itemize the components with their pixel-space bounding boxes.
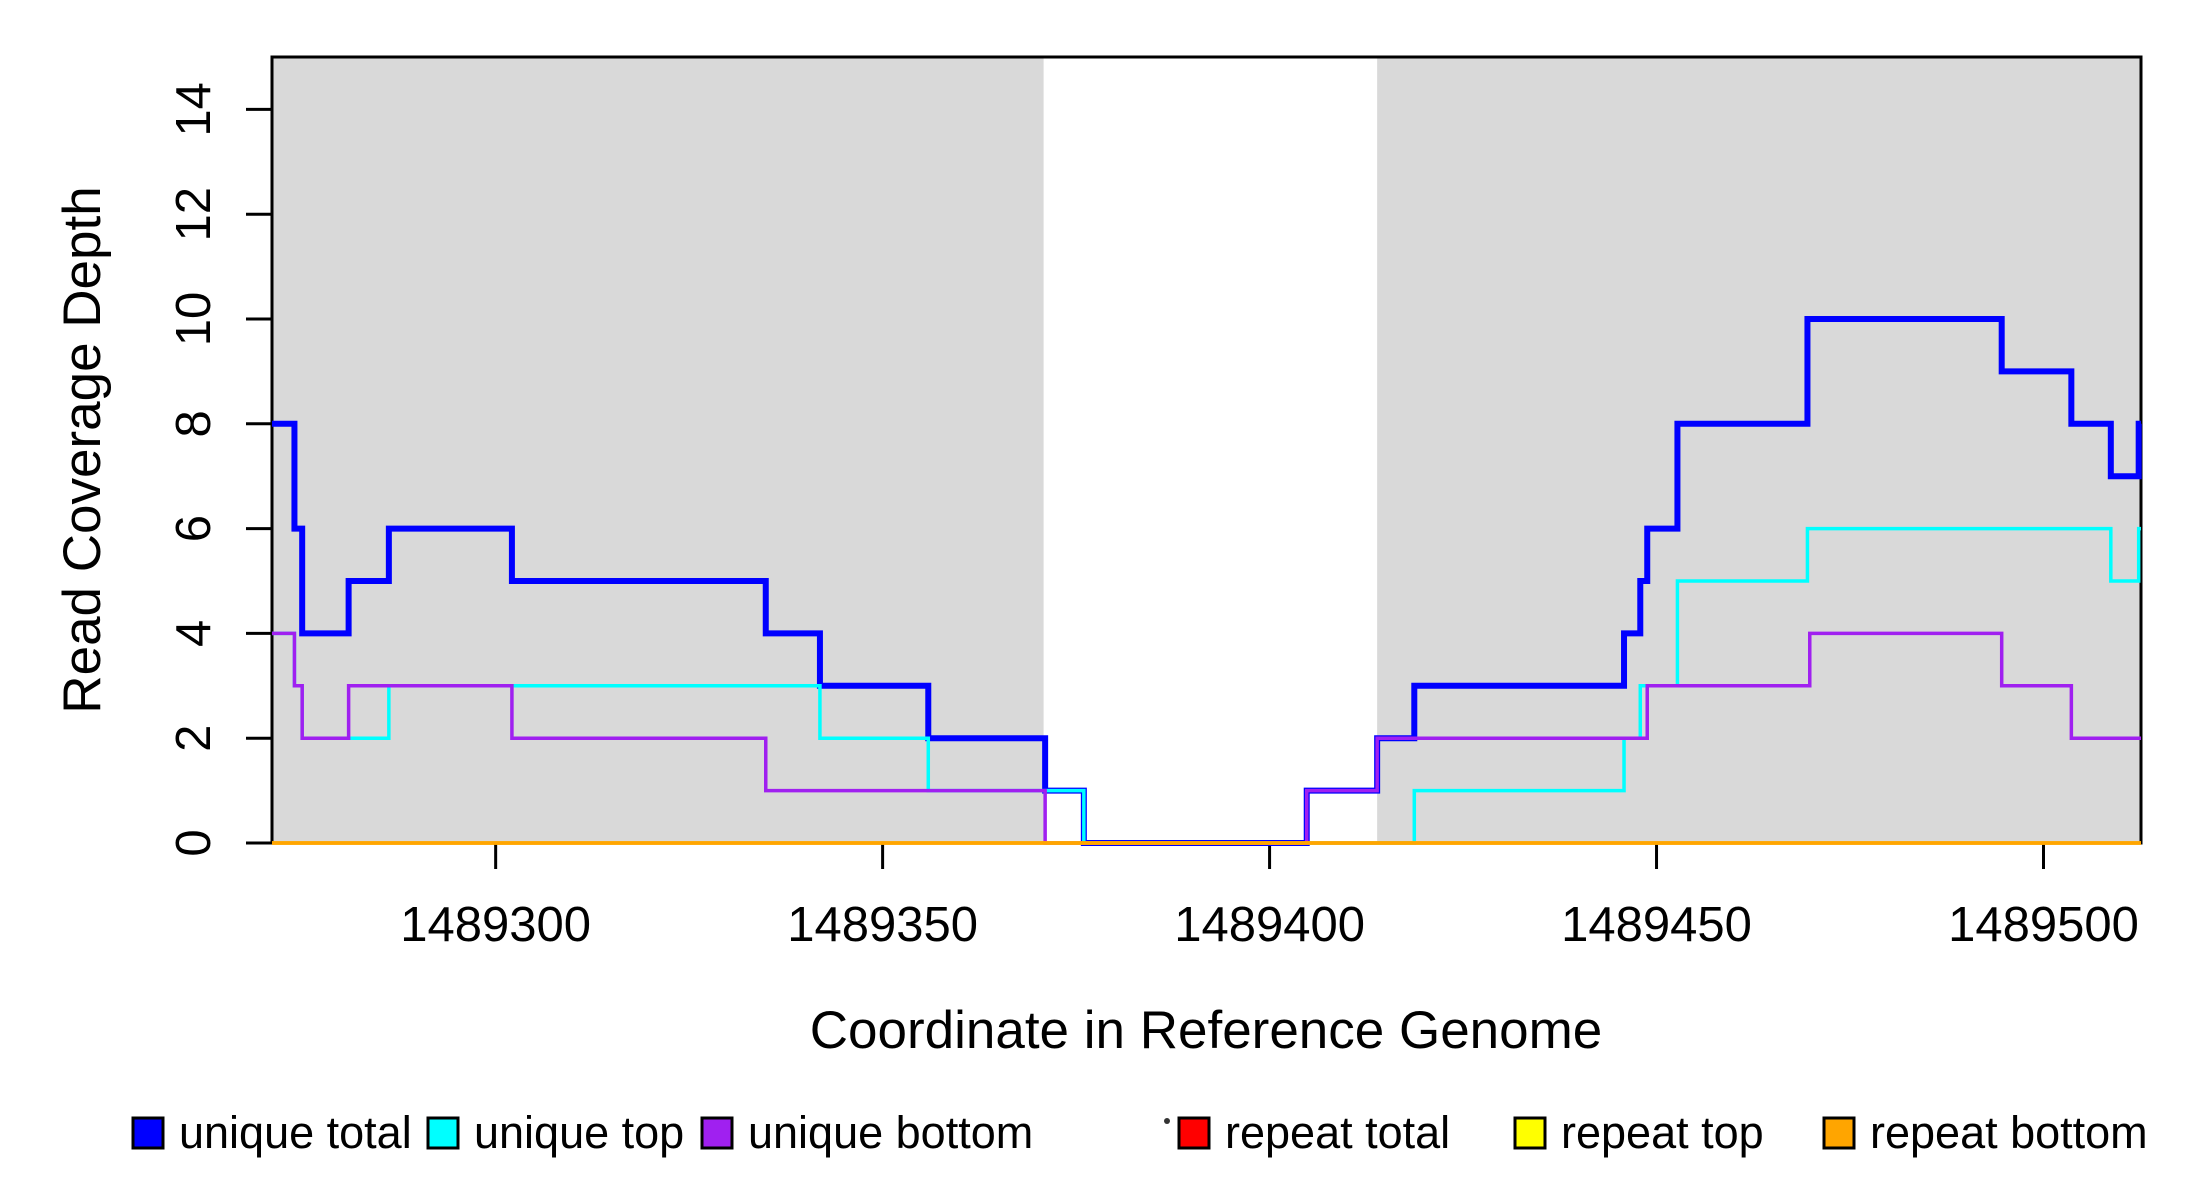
legend-swatch — [1822, 1116, 1856, 1150]
y-axis-tick-label: 4 — [167, 620, 221, 647]
x-axis-tick-label: 1489500 — [1948, 898, 2139, 952]
legend-label: unique total — [179, 1107, 412, 1158]
legend-swatch — [131, 1116, 165, 1150]
y-axis-tick-label: 6 — [167, 515, 221, 542]
y-axis-tick-label: 14 — [167, 82, 221, 137]
legend-swatch — [700, 1116, 734, 1150]
legend-label: repeat total — [1225, 1107, 1450, 1158]
y-axis-tick-label: 12 — [167, 187, 221, 242]
shaded-regions-layer — [272, 57, 2141, 843]
legend-item: unique bottom — [700, 1107, 1033, 1158]
y-axis-tick-label: 10 — [167, 292, 221, 347]
legend: unique total unique top unique bottom repea… — [131, 1107, 2148, 1158]
y-axis-tick-label: 2 — [167, 725, 221, 752]
legend-artifact-dot — [1164, 1118, 1170, 1124]
legend-item: repeat top — [1513, 1107, 1764, 1158]
x-axis-title: Coordinate in Reference Genome — [810, 1001, 1603, 1060]
legend-label: unique top — [474, 1107, 684, 1158]
x-axis-tick-label: 1489300 — [400, 898, 591, 952]
legend-swatch — [1177, 1116, 1211, 1150]
legend-label: repeat bottom — [1870, 1107, 2148, 1158]
legend-label: repeat top — [1561, 1107, 1764, 1158]
legend-swatch — [1513, 1116, 1547, 1150]
legend-label: unique bottom — [748, 1107, 1033, 1158]
legend-item: repeat total — [1177, 1107, 1450, 1158]
axes-layer: 1489300 1489350 1489400 1489450 1489500 0 2 4 6 8… — [167, 82, 2139, 952]
y-axis-tick-label: 0 — [167, 829, 221, 856]
shaded-region — [1377, 57, 2141, 843]
x-axis-tick-label: 1489450 — [1561, 898, 1752, 952]
legend-swatch — [426, 1116, 460, 1150]
legend-item: unique top — [426, 1107, 684, 1158]
y-axis-tick-label: 8 — [167, 410, 221, 437]
y-axis-title: Read Coverage Depth — [53, 186, 112, 713]
series-layer — [272, 316, 2142, 846]
x-axis-tick-label: 1489350 — [787, 898, 978, 952]
x-axis-tick-label: 1489400 — [1174, 898, 1365, 952]
legend-item: repeat bottom — [1822, 1107, 2148, 1158]
legend-item: unique total — [131, 1107, 412, 1158]
shaded-region — [272, 57, 1044, 843]
